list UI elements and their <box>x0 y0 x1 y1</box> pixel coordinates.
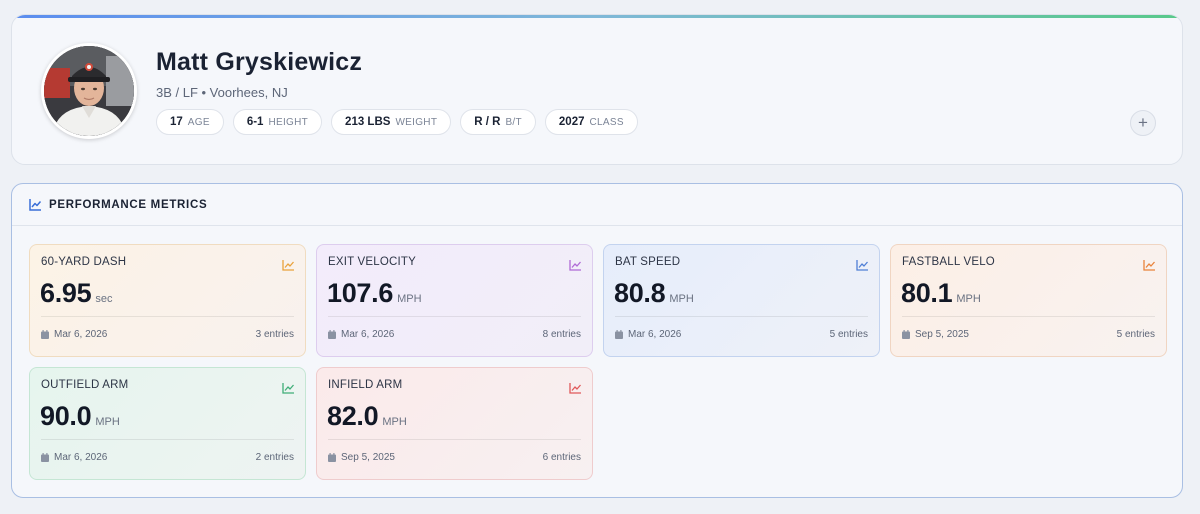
trend-chart-icon[interactable] <box>282 381 295 399</box>
metrics-title: PERFORMANCE METRICS <box>49 199 208 211</box>
accent-bar <box>12 15 1182 18</box>
metric-divider <box>328 316 581 317</box>
metric-date: Sep 5, 2025 <box>341 451 395 463</box>
metric-footer: Sep 5, 2025 5 entries <box>902 327 1155 341</box>
age-label: AGE <box>187 116 210 128</box>
metric-divider <box>902 316 1155 317</box>
metric-date: Mar 6, 2026 <box>341 328 395 340</box>
player-name: Matt Gryskiewicz <box>156 48 363 76</box>
metric-footer: Sep 5, 2025 6 entries <box>328 450 581 464</box>
weight-chip: 213 LBS WEIGHT <box>331 109 452 135</box>
bats-throws-label: B/T <box>505 116 522 128</box>
metric-value-group: 82.0 MPH <box>327 401 407 432</box>
metric-entries: 2 entries <box>255 451 294 463</box>
player-photo <box>44 46 134 136</box>
height-value: 6-1 <box>246 116 264 128</box>
metric-label: BAT SPEED <box>615 256 681 268</box>
trend-chart-icon[interactable] <box>569 381 582 399</box>
metric-footer: Mar 6, 2026 5 entries <box>615 327 868 341</box>
metric-footer: Mar 6, 2026 3 entries <box>41 327 294 341</box>
metric-value: 6.95 <box>40 278 92 308</box>
metric-card[interactable]: BAT SPEED 80.8 MPH Mar 6, 2026 5 entries <box>603 244 880 357</box>
trend-chart-icon[interactable] <box>569 258 582 276</box>
trend-chart-icon[interactable] <box>856 258 869 276</box>
calendar-icon <box>328 329 336 339</box>
player-profile-card: Matt Gryskiewicz 3B / LF • Voorhees, NJ … <box>11 14 1183 165</box>
metric-value-group: 107.6 MPH <box>327 278 422 309</box>
metric-value-group: 80.1 MPH <box>901 278 981 309</box>
metric-divider <box>41 439 294 440</box>
trend-chart-icon[interactable] <box>282 258 295 276</box>
metric-value: 90.0 <box>40 401 92 431</box>
metric-footer: Mar 6, 2026 8 entries <box>328 327 581 341</box>
metric-card[interactable]: EXIT VELOCITY 107.6 MPH Mar 6, 2026 8 entrie… <box>316 244 593 357</box>
metric-label: 60-YARD DASH <box>41 256 127 268</box>
metric-date-group: Mar 6, 2026 <box>41 452 107 463</box>
metric-value: 80.1 <box>901 278 953 308</box>
metric-entries: 3 entries <box>255 328 294 340</box>
metric-entries: 8 entries <box>542 328 581 340</box>
age-value: 17 <box>170 116 183 128</box>
metric-unit: MPH <box>669 293 694 305</box>
metric-value-group: 80.8 MPH <box>614 278 694 309</box>
metric-label: EXIT VELOCITY <box>328 256 417 268</box>
metric-date: Mar 6, 2026 <box>54 451 108 463</box>
age-chip: 17 AGE <box>156 109 224 135</box>
metric-date-group: Mar 6, 2026 <box>41 329 107 340</box>
class-chip: 2027 CLASS <box>544 109 638 135</box>
calendar-icon <box>41 452 49 462</box>
bats-throws-chip: R / R B/T <box>460 109 536 135</box>
weight-label: WEIGHT <box>395 116 438 128</box>
metric-unit: MPH <box>95 416 120 428</box>
weight-value: 213 LBS <box>345 116 391 128</box>
metric-unit: sec <box>95 293 113 305</box>
trend-chart-icon[interactable] <box>1143 258 1156 276</box>
avatar <box>41 43 137 139</box>
metric-card[interactable]: OUTFIELD ARM 90.0 MPH Mar 6, 2026 2 entries <box>29 367 306 480</box>
metric-card[interactable]: 60-YARD DASH 6.95 sec Mar 6, 2026 3 entries <box>29 244 306 357</box>
metric-value-group: 6.95 sec <box>40 278 112 309</box>
metric-entries: 5 entries <box>1116 328 1155 340</box>
metric-footer: Mar 6, 2026 2 entries <box>41 450 294 464</box>
trend-chart-icon <box>29 198 42 216</box>
metric-date-group: Sep 5, 2025 <box>902 329 969 340</box>
metric-value: 82.0 <box>327 401 379 431</box>
height-chip: 6-1 HEIGHT <box>232 109 323 135</box>
metric-unit: MPH <box>382 416 407 428</box>
metric-label: OUTFIELD ARM <box>41 379 129 391</box>
metric-divider <box>41 316 294 317</box>
calendar-icon <box>328 452 336 462</box>
calendar-icon <box>615 329 623 339</box>
metric-entries: 6 entries <box>542 451 581 463</box>
bats-throws-value: R / R <box>474 116 501 128</box>
metric-unit: MPH <box>956 293 981 305</box>
calendar-icon <box>902 329 910 339</box>
metric-date-group: Mar 6, 2026 <box>615 329 681 340</box>
metric-date-group: Sep 5, 2025 <box>328 452 395 463</box>
performance-metrics-panel: PERFORMANCE METRICS 60-YARD DASH 6.95 sec M… <box>11 183 1183 498</box>
player-attribute-chips: 17 AGE 6-1 HEIGHT 213 LBS WEIGHT R / R B… <box>156 109 638 135</box>
metric-card[interactable]: FASTBALL VELO 80.1 MPH Sep 5, 2025 5 entries <box>890 244 1167 357</box>
metric-unit: MPH <box>397 293 422 305</box>
player-position-location: 3B / LF • Voorhees, NJ <box>156 85 288 100</box>
metric-entries: 5 entries <box>829 328 868 340</box>
metric-value: 107.6 <box>327 278 394 308</box>
metric-date: Mar 6, 2026 <box>54 328 108 340</box>
metric-divider <box>328 439 581 440</box>
metric-date-group: Mar 6, 2026 <box>328 329 394 340</box>
metric-value: 80.8 <box>614 278 666 308</box>
class-label: CLASS <box>589 116 624 128</box>
calendar-icon <box>41 329 49 339</box>
height-label: HEIGHT <box>268 116 309 128</box>
metric-card[interactable]: INFIELD ARM 82.0 MPH Sep 5, 2025 6 entries <box>316 367 593 480</box>
add-button[interactable]: + <box>1130 110 1156 136</box>
metric-date: Mar 6, 2026 <box>628 328 682 340</box>
metric-label: INFIELD ARM <box>328 379 403 391</box>
class-value: 2027 <box>558 116 585 128</box>
metric-label: FASTBALL VELO <box>902 256 995 268</box>
metrics-header: PERFORMANCE METRICS <box>12 184 1182 226</box>
metric-date: Sep 5, 2025 <box>915 328 969 340</box>
metric-divider <box>615 316 868 317</box>
metric-value-group: 90.0 MPH <box>40 401 120 432</box>
